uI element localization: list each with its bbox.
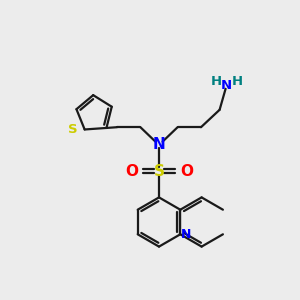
Text: H: H — [210, 75, 222, 88]
Text: N: N — [181, 228, 191, 241]
Text: O: O — [180, 164, 193, 178]
Text: N: N — [220, 79, 232, 92]
Text: S: S — [154, 164, 164, 178]
Text: S: S — [68, 123, 78, 136]
Text: N: N — [153, 137, 165, 152]
Text: H: H — [231, 75, 243, 88]
Text: O: O — [125, 164, 138, 178]
